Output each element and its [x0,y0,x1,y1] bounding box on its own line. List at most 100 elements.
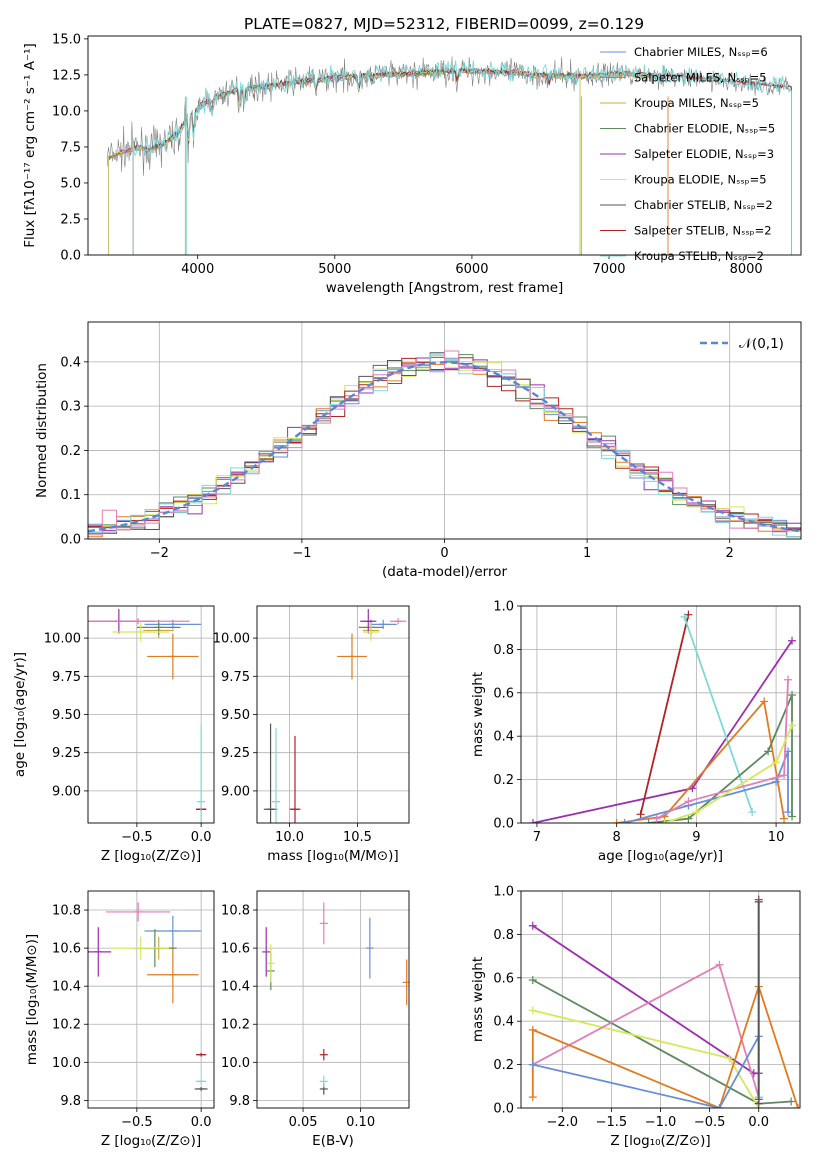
y-tick-label: 10.4 [221,980,250,995]
x-tick-label: −2.0 [546,1115,578,1130]
weight-point-marker [784,675,793,684]
y-tick-label: 10.8 [52,904,81,919]
weight-point-marker [715,1104,724,1108]
model-spectrum-salpeter_elodie [108,68,581,255]
y-tick-label: 9.25 [52,746,81,761]
axes-frame [520,890,801,1109]
x-axis-label: age [log₁₀(age/yr)] [598,848,723,864]
x-tick-label: −0.5 [694,1115,726,1130]
plot-layer: 4000 5000 6000 7000 80000.02.55.07.510.012.5… [12,32,802,1149]
weight-point-marker [692,808,701,817]
legend-entry: Salpeter MILES, Nₛₛₚ=5 [634,71,767,85]
x-tick-label: 5000 [318,262,351,277]
plot-area-age_vs_mass [263,609,407,823]
y-tick-label: 0.0 [493,817,514,832]
y-axis-label: Normed distribution [34,363,50,498]
x-tick-label: −0.5 [121,1115,153,1130]
y-tick-label: 0.3 [60,400,81,415]
y-tick-label: 10.8 [221,904,250,919]
weight-line-chabrier_miles [624,751,789,823]
legend-entry: Chabrier STELIB, Nₛₛₚ=2 [634,198,773,212]
x-tick-label: 0.0 [191,830,212,845]
weight-line-salpeter_miles [616,699,785,823]
y-tick-label: 0.1 [60,488,81,503]
plot-area-mass_vs_z [88,902,208,1091]
y-tick-label: 9.8 [229,1094,250,1109]
y-tick-label: 1.0 [493,885,514,900]
x-tick-label: 10 [768,830,785,845]
weight-point-marker [528,921,537,930]
x-axis-label: Z [log₁₀(Z/Z⊙)] [101,1133,201,1149]
panel-age_vs_z: −0.5 0.0 9.00 9.25 9.50 9.75 10.00 Z [log₁₀(Z/Z… [12,605,215,864]
y-tick-label: 0.6 [493,686,514,701]
weight-line-salpeter_miles [531,983,799,1108]
axes-frame [87,35,802,256]
y-tick-label: 15.0 [52,32,81,47]
x-tick-label: 8 [613,830,621,845]
legend-entry: 𝒩(0,1) [739,336,784,352]
panel-weight_vs_age: 7 8 9 10 0.0 0.2 0.4 0.6 0.8 1.0 age [log₁₀(age/yr… [470,600,801,864]
x-axis-label: Z [log₁₀(Z/Z⊙)] [101,848,201,864]
axes-frame [256,605,410,824]
legend-entry: Salpeter STELIB, Nₛₛₚ=2 [634,224,772,238]
y-tick-label: 9.75 [52,670,81,685]
x-tick-label: −2 [150,546,169,561]
weight-point-marker [684,814,693,823]
legend-entry: Chabrier ELODIE, Nₛₛₚ=5 [634,122,775,136]
panel-weight_vs_z: −2.0 −1.5 −1.0 −0.5 0.0 0.0 0.2 0.4 0.6 0.8 1.0 Z [… [470,885,801,1149]
x-axis-label: wavelength [Angstrom, rest frame] [326,280,564,296]
axes-frame [520,605,801,824]
x-tick-label: −1.5 [596,1115,628,1130]
y-tick-label: 9.25 [221,746,250,761]
y-tick-label: 9.75 [221,670,250,685]
y-tick-label: 10.0 [52,1056,81,1071]
panel-spectrum: 4000 5000 6000 7000 8000 0.0 2.5 5.0 7.5 10.0 12.5… [22,32,802,296]
weight-point-marker [788,636,797,645]
y-tick-label: 7.5 [60,140,81,155]
y-tick-label: 0.8 [493,928,514,943]
weight-point-marker [528,1060,537,1069]
x-tick-label: 8000 [730,262,763,277]
weight-point-marker [787,1097,796,1106]
weight-point-marker [528,819,537,823]
legend-entry: Chabrier MILES, Nₛₛₚ=6 [634,45,768,59]
y-axis-label: mass weight [470,672,486,757]
grid-mass_vs_ebv [257,891,409,1108]
x-tick-label: 1 [583,546,591,561]
y-tick-label: 0.0 [493,1102,514,1117]
y-tick-label: 9.00 [221,784,250,799]
y-tick-label: 12.5 [52,68,81,83]
model-spectrum-chabrier_elodie [108,69,581,255]
y-tick-label: 10.00 [44,632,81,647]
weight-line-salpeter_elodie [532,640,793,823]
x-tick-label: −1 [292,546,311,561]
weight-point-marker [620,819,629,823]
weight-point-marker [754,1099,763,1108]
y-axis-label: age [log₁₀(age/yr)] [12,652,28,777]
weight-point-marker [780,771,789,780]
y-tick-label: 10.0 [52,104,81,119]
y-tick-label: 9.8 [60,1094,81,1109]
plot-area-age_vs_z [88,609,207,823]
weight-point-marker [760,697,769,706]
weight-point-marker [772,777,781,786]
y-tick-label: 10.2 [52,1018,81,1033]
x-tick-label: 0 [440,546,448,561]
weight-point-marker [715,960,724,969]
x-tick-label: 2 [726,546,734,561]
legend-entry: Kroupa STELIB, Nₛₛₚ=2 [634,249,764,263]
weight-point-marker [794,1104,800,1108]
weight-line-pink [656,679,789,820]
panel-residuals: −2 −1 0 1 2 0.0 0.1 0.2 0.3 0.4 (data-model)/error… [34,321,802,580]
weight-point-marker [788,721,797,730]
axes-frame [87,605,215,824]
plot-area-residuals [88,350,801,538]
plot-area-mass_vs_ebv [262,902,409,1095]
x-tick-label: 6000 [455,262,488,277]
x-tick-label: 10.5 [343,830,372,845]
weight-point-marker [788,690,797,699]
y-tick-label: 10.2 [221,1018,250,1033]
weight-point-marker [644,819,653,823]
plot-area-weight_vs_age [528,610,797,823]
panel-age_vs_mass: 10.0 10.5 9.00 9.25 9.50 9.75 10.00 mass [log₁₀… [213,605,410,864]
